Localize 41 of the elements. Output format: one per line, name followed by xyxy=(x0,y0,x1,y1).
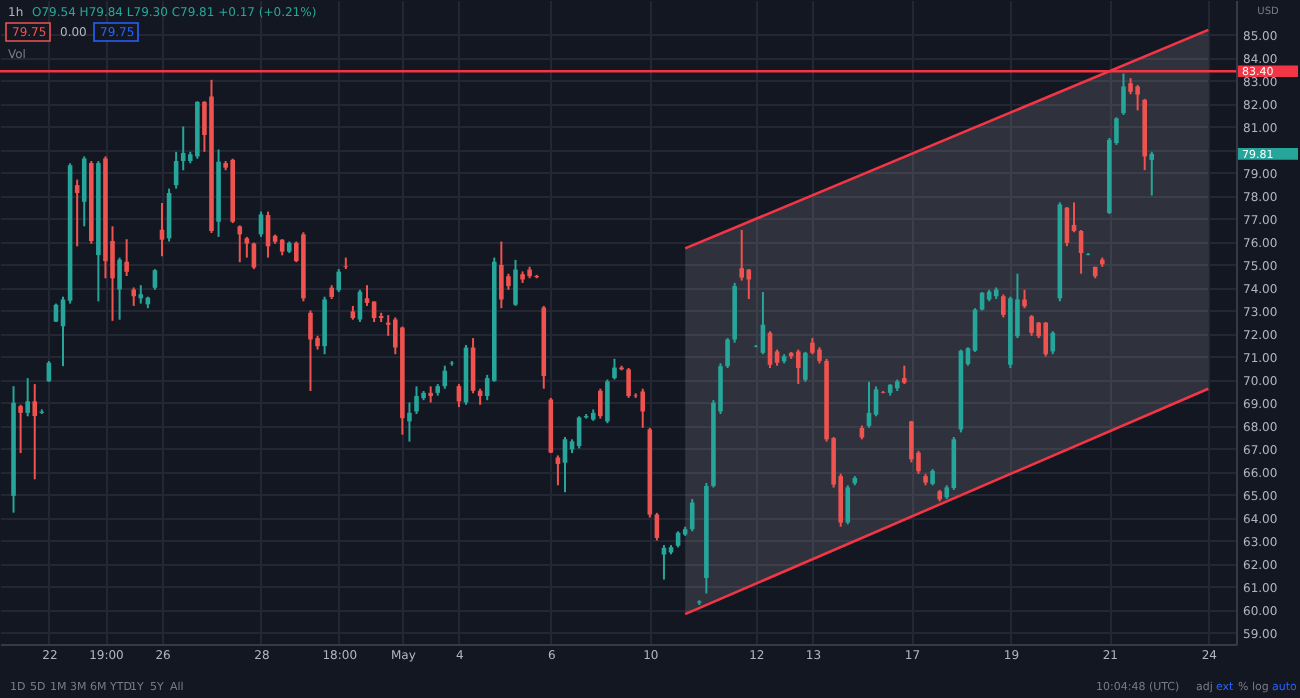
candlestick xyxy=(25,377,30,418)
candlestick xyxy=(442,364,448,390)
candlestick xyxy=(414,385,419,415)
candlestick xyxy=(1121,72,1126,116)
candlestick xyxy=(513,258,518,307)
candlestick xyxy=(605,378,610,425)
candlestick xyxy=(598,387,603,420)
candlestick xyxy=(640,387,646,429)
candlestick xyxy=(803,350,808,383)
candlestick xyxy=(322,295,327,356)
candlestick xyxy=(661,544,667,581)
candlestick xyxy=(873,385,879,418)
candlestick xyxy=(81,155,87,228)
candlestick xyxy=(18,403,23,455)
candlestick xyxy=(124,238,129,277)
candlestick xyxy=(795,348,801,386)
candlestick xyxy=(626,367,631,399)
candlestick xyxy=(336,268,342,294)
candlestick xyxy=(1050,330,1056,356)
candlestick xyxy=(902,364,907,386)
candlestick xyxy=(237,224,243,264)
candlestick xyxy=(499,240,504,310)
candlestick xyxy=(689,498,695,533)
candlestick xyxy=(1043,321,1049,358)
candlestick xyxy=(739,229,745,282)
candlestick xyxy=(845,484,851,526)
candlestick xyxy=(152,268,158,291)
candlestick xyxy=(131,286,137,307)
candlestick xyxy=(612,357,617,381)
candlestick xyxy=(32,383,38,481)
candlestick xyxy=(1001,293,1006,319)
candlestick xyxy=(1149,150,1155,197)
candlestick xyxy=(407,401,412,443)
candlestick xyxy=(138,284,144,305)
candlestick xyxy=(555,454,561,487)
candlestick xyxy=(117,256,122,321)
candlestick xyxy=(308,309,313,392)
candlestick xyxy=(1022,288,1027,310)
candlestick xyxy=(244,235,250,259)
candlestick xyxy=(180,125,186,172)
candlestick xyxy=(1029,314,1034,337)
